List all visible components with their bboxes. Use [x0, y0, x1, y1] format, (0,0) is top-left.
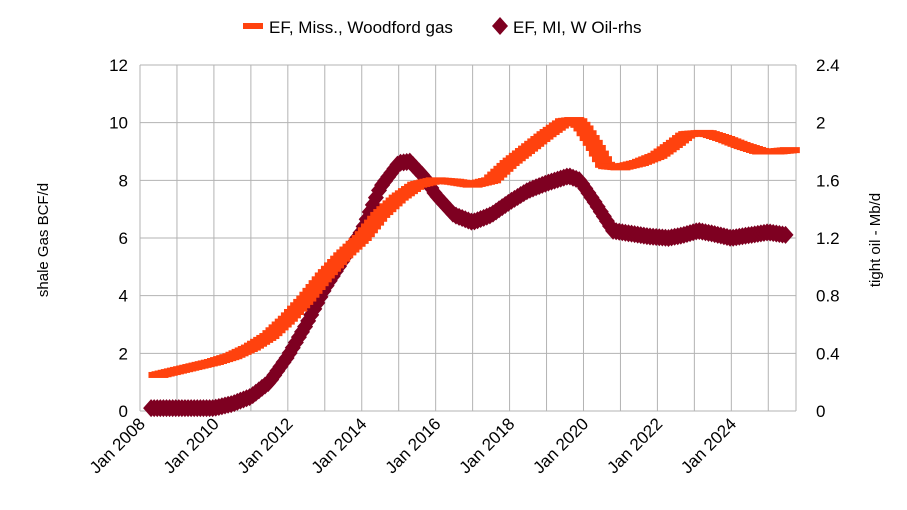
- gas-data-point: [277, 315, 298, 322]
- x-tick-label: Jan 2022: [603, 414, 666, 477]
- gas-data-point: [311, 276, 332, 283]
- gas-data-point: [290, 302, 311, 309]
- gas-data-point: [573, 125, 594, 132]
- gas-data-point: [588, 150, 609, 157]
- gas-data-point: [779, 147, 800, 154]
- y-tick-label: 0: [119, 402, 128, 421]
- gas-data-point: [302, 287, 323, 294]
- gas-data-point: [591, 156, 612, 163]
- y2-tick-label: 1.2: [816, 229, 840, 248]
- gas-data-point: [296, 295, 317, 302]
- y2-tick-label: 0: [816, 402, 825, 421]
- gas-data-point: [287, 305, 308, 312]
- y-axis-label: shale Gas BCF/d: [35, 183, 52, 297]
- legend-oil-label: EF, MI, W Oil-rhs: [513, 18, 641, 37]
- gas-data-point: [280, 312, 301, 319]
- gas-data-point: [324, 262, 345, 269]
- gas-data-point: [320, 265, 341, 272]
- y2-tick-label: 2: [816, 114, 825, 133]
- y2-tick-label: 0.4: [816, 344, 840, 363]
- gas-data-point: [582, 139, 603, 146]
- gas-data-point: [579, 135, 600, 142]
- y-tick-label: 4: [119, 287, 128, 306]
- oil-data-point: [777, 225, 794, 244]
- x-tick-label: Jan 2008: [86, 414, 149, 477]
- y2-axis-label: tight oil - Mb/d: [867, 193, 884, 287]
- gas-data-point: [327, 259, 348, 266]
- gas-data-point: [576, 130, 597, 137]
- x-tick-label: Jan 2020: [529, 414, 592, 477]
- x-tick-label: Jan 2014: [308, 414, 371, 477]
- gas-data-point: [367, 215, 388, 222]
- legend: EF, Miss., Woodford gas EF, MI, W Oil-rh…: [243, 17, 641, 37]
- y-tick-label: 6: [119, 229, 128, 248]
- gas-data-point: [305, 284, 326, 291]
- x-tick-label: Jan 2010: [160, 414, 223, 477]
- gas-data-point: [351, 235, 372, 241]
- gas-data-point: [357, 227, 378, 234]
- gas-data-point: [308, 280, 329, 287]
- y-tick-label: 8: [119, 171, 128, 190]
- gas-data-point: [317, 269, 338, 276]
- gas-data-point: [330, 255, 351, 262]
- x-tick-label: Jan 2012: [234, 414, 297, 477]
- y2-tick-label: 2.4: [816, 56, 840, 75]
- legend-gas-marker: [243, 23, 263, 29]
- x-tick-label: Jan 2016: [382, 414, 445, 477]
- x-tick-label: Jan 2024: [677, 414, 740, 477]
- y-tick-label: 10: [109, 114, 128, 133]
- legend-oil-marker: [492, 17, 508, 35]
- gas-data-point: [364, 219, 385, 226]
- gas-data-point: [570, 121, 591, 128]
- y-tick-label: 2: [119, 344, 128, 363]
- y2-tick-label: 0.8: [816, 287, 840, 306]
- gas-data-point: [585, 144, 606, 151]
- gas-data-point: [360, 223, 381, 230]
- x-tick-label: Jan 2018: [456, 414, 519, 477]
- legend-gas-label: EF, Miss., Woodford gas: [269, 18, 453, 37]
- y-tick-label: 12: [109, 56, 128, 75]
- gas-data-point: [293, 298, 314, 305]
- gas-data-point: [299, 291, 320, 298]
- gas-data-point: [354, 231, 375, 238]
- gas-data-point: [567, 118, 588, 125]
- gas-data-point: [314, 272, 335, 279]
- y2-tick-label: 1.6: [816, 171, 840, 190]
- gas-data-point: [283, 309, 304, 316]
